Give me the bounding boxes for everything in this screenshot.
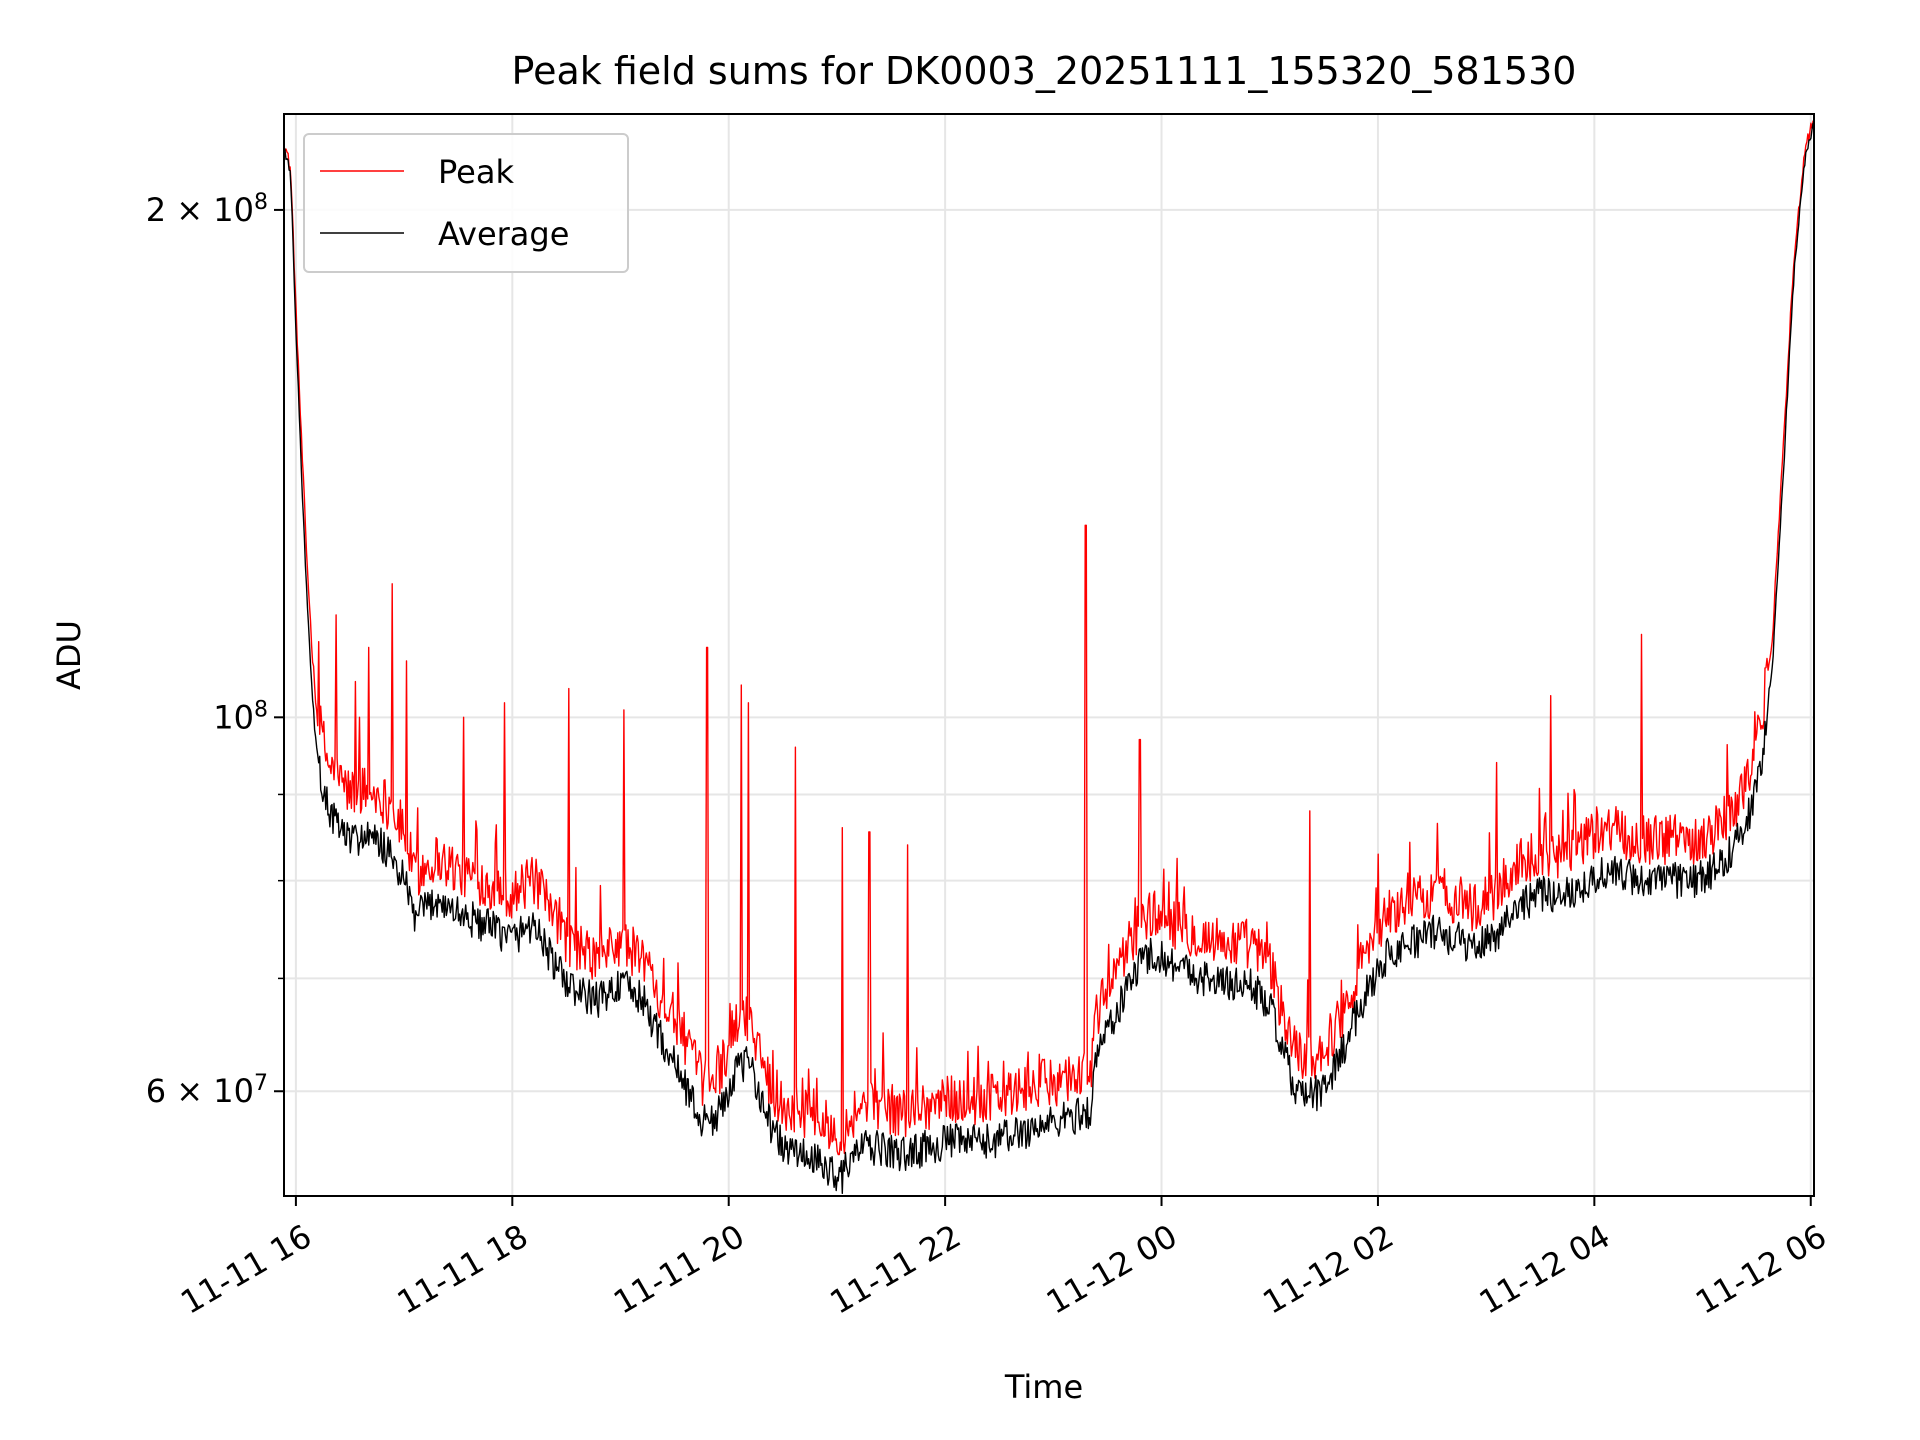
- y-tick-label: 2 × 108: [146, 189, 268, 229]
- chart-title: Peak field sums for DK0003_20251111_1553…: [512, 49, 1577, 93]
- legend-label-peak: Peak: [438, 153, 514, 191]
- legend: Peak Average: [303, 133, 629, 273]
- y-tick-label: 6 × 107: [146, 1071, 268, 1111]
- y-axis-label: ADU: [50, 620, 88, 690]
- series-line-average: [284, 121, 1814, 1194]
- grid-layer: [284, 114, 1814, 1196]
- legend-label-average: Average: [438, 215, 569, 253]
- series-layer: [284, 119, 1814, 1194]
- series-line-peak: [284, 119, 1814, 1156]
- x-axis-label: Time: [1004, 1368, 1083, 1406]
- legend-frame: [303, 133, 629, 273]
- plot-area-frame: [283, 113, 1815, 1197]
